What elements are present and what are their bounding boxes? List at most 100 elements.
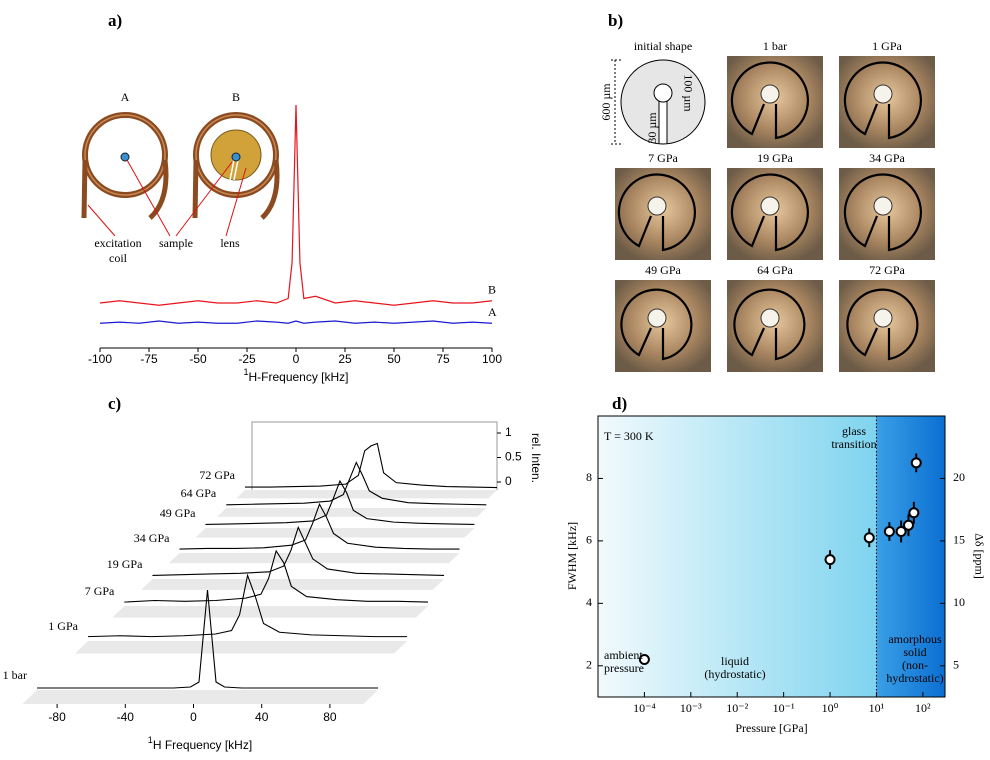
annotation: lens xyxy=(220,236,240,250)
x-tick-label: 0 xyxy=(293,352,300,366)
panel-label: d) xyxy=(612,394,627,413)
frame-caption: 49 GPa xyxy=(645,263,681,277)
data-point xyxy=(824,554,836,566)
y-tick-label: 6 xyxy=(586,533,592,547)
y2-tick-label: 10 xyxy=(953,595,965,609)
superscript: 1 xyxy=(148,735,153,745)
row-band xyxy=(217,508,487,517)
x-tick-label: -40 xyxy=(117,710,135,724)
spectrum-line xyxy=(245,442,498,489)
x-tick-label: -100 xyxy=(88,352,112,366)
spectrum-line xyxy=(99,104,493,306)
hole xyxy=(647,308,667,328)
annotation: liquid xyxy=(721,654,749,668)
row-band xyxy=(112,606,428,618)
series-label: 1 bar xyxy=(3,668,27,682)
x-axis-label: 1H-Frequency [kHz] xyxy=(243,367,348,384)
data-point xyxy=(638,654,650,666)
hole xyxy=(647,196,667,216)
row-band xyxy=(141,579,445,590)
x-axis-label: Pressure [GPa] xyxy=(735,721,807,735)
coil-label: A xyxy=(121,90,130,104)
frame-caption: 7 GPa xyxy=(648,151,678,165)
back-wall xyxy=(251,421,498,490)
superscript: 1 xyxy=(243,367,248,377)
data-point xyxy=(883,526,895,538)
spectrum-line xyxy=(87,573,408,638)
annotation: amorphous xyxy=(888,632,942,646)
frame-caption: 72 GPa xyxy=(869,263,905,277)
x-tick-label: 0 xyxy=(190,710,197,724)
annotation: coil xyxy=(109,251,128,265)
label-text: H-Frequency [kHz] xyxy=(248,370,348,384)
frame-caption: 1 GPa xyxy=(872,39,902,53)
hole xyxy=(873,196,893,216)
gasket-outline xyxy=(617,173,696,252)
x-tick-label: 25 xyxy=(338,352,352,366)
x-tick-label: 80 xyxy=(323,710,337,724)
x-tick-label: 10² xyxy=(915,701,931,715)
x-tick-label: 40 xyxy=(255,710,269,724)
row-band xyxy=(168,553,460,564)
x-tick-label: -80 xyxy=(48,710,66,724)
row-band xyxy=(74,641,408,654)
x-tick-label: -25 xyxy=(238,352,256,366)
coil-diagram xyxy=(81,112,280,237)
spectrum-line xyxy=(124,549,428,603)
annotation: (non- xyxy=(902,658,928,672)
x-tick-label: 50 xyxy=(387,352,401,366)
spectrum-line xyxy=(152,525,445,576)
slot-fill xyxy=(659,102,667,143)
z-axis-label: rel. Inten. xyxy=(529,433,543,483)
frame-caption: 19 GPa xyxy=(757,151,793,165)
y2-tick-label: 5 xyxy=(953,658,959,672)
spectrum-line xyxy=(226,461,487,506)
frame-caption: 34 GPa xyxy=(869,151,905,165)
gasket-outline xyxy=(733,288,806,361)
row-band xyxy=(22,690,378,704)
frame-caption: initial shape xyxy=(634,39,692,53)
gasket-outline xyxy=(730,61,809,140)
x-tick-label: 10⁰ xyxy=(822,701,839,715)
series-label: 1 GPa xyxy=(48,619,78,633)
hole xyxy=(760,84,780,104)
series-label: 49 GPa xyxy=(160,506,196,520)
y-tick-label: 4 xyxy=(586,595,592,609)
gasket-outline xyxy=(843,61,922,140)
x-tick-label: 75 xyxy=(436,352,450,366)
slot xyxy=(658,100,668,144)
hole xyxy=(760,308,780,328)
y2-tick-label: 15 xyxy=(953,533,965,547)
data-point xyxy=(895,526,907,538)
annotation: (hydrostatic) xyxy=(704,667,765,681)
frame-caption: 1 bar xyxy=(763,39,787,53)
panel-label: b) xyxy=(608,11,623,30)
series-label: 19 GPa xyxy=(107,557,143,571)
series-label: 7 GPa xyxy=(85,584,115,598)
dimension-lines xyxy=(611,59,621,145)
x-tick-label: 10⁻¹ xyxy=(773,701,795,715)
data-point xyxy=(863,532,875,544)
series-label: 64 GPa xyxy=(181,486,217,500)
annotation: transition xyxy=(831,437,876,451)
panel-label: c) xyxy=(108,394,121,413)
gasket-outline xyxy=(620,288,693,361)
label-text: H Frequency [kHz] xyxy=(153,738,252,752)
x-tick-label: -50 xyxy=(189,352,207,366)
annotation: glass xyxy=(842,424,866,438)
hole xyxy=(873,308,893,328)
gasket-outline xyxy=(843,173,922,252)
series-label: A xyxy=(488,305,497,319)
z-tick-label: 0.5 xyxy=(505,450,522,464)
spectrum-line xyxy=(179,502,460,550)
x-tick-label: 10⁻³ xyxy=(680,701,702,715)
annotation: T = 300 K xyxy=(604,429,654,443)
x-tick-label: 10⁻² xyxy=(726,701,748,715)
z-tick-label: 1 xyxy=(505,425,512,439)
data-point xyxy=(908,507,920,519)
hole xyxy=(760,196,780,216)
y-tick-label: 2 xyxy=(586,658,592,672)
row-band xyxy=(236,490,497,499)
x-tick-label: 10⁻⁴ xyxy=(633,701,656,715)
